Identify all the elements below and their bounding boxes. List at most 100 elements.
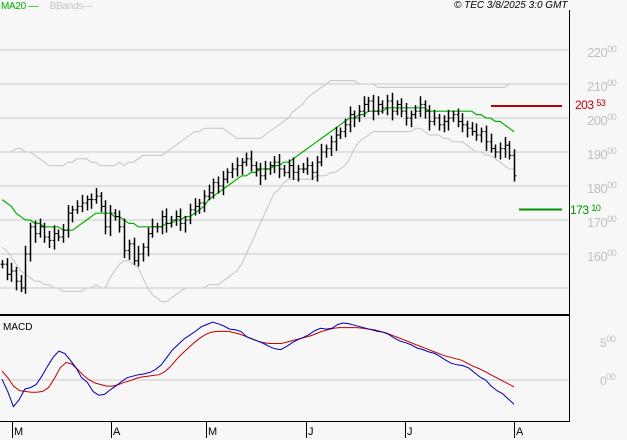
ohlc-bar — [94, 188, 99, 204]
ohlc-bar — [437, 113, 442, 131]
ohlc-bar — [235, 157, 240, 177]
ohlc-bar — [291, 157, 296, 180]
ohlc-bar — [427, 105, 432, 131]
ohlc-bar — [493, 144, 498, 158]
resistance-level-label: 203 53 — [575, 98, 606, 112]
ohlc-bar — [75, 200, 80, 214]
ohlc-bar — [193, 198, 198, 216]
price-axis-label: 18000 — [587, 180, 617, 196]
ohlc-bar — [169, 215, 174, 228]
ohlc-bar — [240, 158, 245, 175]
ohlc-bar — [352, 110, 357, 128]
ohlc-bar — [357, 105, 362, 123]
price-axis-label: 20000 — [587, 112, 617, 128]
ohlc-bar — [197, 198, 202, 214]
ohlc-bar — [254, 161, 259, 177]
ohlc-bar — [244, 152, 249, 167]
ohlc-bar — [103, 200, 108, 235]
ohlc-bar — [33, 220, 38, 243]
ohlc-bar — [409, 110, 414, 128]
ohlc-bar — [507, 141, 512, 160]
macd-line — [1, 321, 515, 408]
ohlc-bar — [61, 224, 66, 243]
ohlc-bar — [442, 115, 447, 133]
x-axis-month-label: A — [113, 426, 121, 438]
ohlc-bar — [80, 194, 85, 213]
ohlc-bar — [183, 215, 188, 233]
ohlc-bar — [5, 258, 10, 281]
ohlc-bar — [9, 262, 14, 282]
ohlc-bar — [70, 205, 75, 223]
ohlc-bar — [460, 113, 465, 133]
ohlc-bar — [230, 162, 235, 179]
ohlc-bar — [474, 123, 479, 141]
ohlc-bar — [38, 218, 43, 238]
x-axis-month-label: M — [208, 426, 218, 438]
ohlc-bar — [334, 126, 339, 151]
ohlc-bar — [366, 96, 371, 112]
bbands-lower-line — [1, 127, 514, 303]
ohlc-bar — [23, 245, 28, 294]
ohlc-bar — [113, 209, 118, 221]
ohlc-bar — [380, 100, 385, 114]
ohlc-bar — [0, 260, 5, 269]
ohlc-bar — [470, 122, 475, 136]
price-axis-label: 22000 — [587, 44, 617, 60]
ohlc-bar — [225, 168, 230, 184]
ohlc-bar — [324, 144, 329, 158]
ohlc-bar — [296, 164, 301, 182]
ma20-line — [1, 107, 515, 231]
ohlc-bar — [277, 154, 282, 179]
ohlc-bar — [371, 94, 376, 121]
ohlc-bar — [489, 133, 494, 153]
ohlc-bar — [432, 109, 437, 126]
ohlc-bar — [19, 275, 24, 293]
ohlc-bar — [207, 184, 212, 201]
ohlc-bar — [174, 210, 179, 226]
ohlc-bar — [258, 162, 263, 185]
ohlc-bar — [52, 225, 57, 250]
price-axis-label: 21000 — [587, 78, 617, 94]
ohlc-bar — [451, 110, 456, 123]
ohlc-bar — [85, 195, 90, 211]
ohlc-bar — [418, 96, 423, 117]
ohlc-bar — [395, 100, 400, 116]
x-axis-month-label: J — [308, 426, 314, 438]
ohlc-bar — [446, 109, 451, 131]
ohlc-bar — [117, 210, 122, 233]
ohlc-bar — [413, 105, 418, 119]
ohlc-bar — [390, 92, 395, 121]
ohlc-bar — [188, 203, 193, 225]
copyright-timestamp: © TEC 3/8/2025 3:0 GMT — [454, 0, 568, 11]
ohlc-bar — [136, 245, 141, 267]
ohlc-bar — [141, 243, 146, 262]
ohlc-bar — [66, 205, 71, 238]
x-axis-ticks — [12, 422, 515, 438]
ohlc-bar — [146, 227, 151, 257]
ohlc-bar — [399, 98, 404, 117]
ohlc-bar — [202, 190, 207, 213]
ohlc-bar — [498, 142, 503, 160]
ohlc-bar — [263, 160, 268, 180]
ohlc-bar — [423, 100, 428, 119]
ohlc-bar — [42, 222, 47, 243]
price-gridlines — [0, 49, 569, 289]
ohlc-bar — [178, 208, 183, 231]
ohlc-bar — [329, 135, 334, 157]
ohlc-bar — [89, 193, 94, 209]
ohlc-bar — [99, 192, 104, 213]
ohlc-bar — [108, 205, 113, 236]
price-axis-label: 16000 — [587, 248, 617, 264]
x-axis-month-label: J — [407, 426, 413, 438]
x-axis-month-label: A — [516, 426, 524, 438]
ohlc-bar — [47, 230, 52, 248]
ohlc-bar — [122, 218, 127, 259]
ohlc-bar — [160, 210, 165, 235]
macd-axis-label: 000 — [600, 372, 616, 388]
ohlc-bar — [385, 94, 390, 116]
ohlc-bar — [164, 208, 169, 233]
legend-bbands: BBands— — [49, 1, 93, 12]
ohlc-bar — [150, 218, 155, 238]
ohlc-bar — [376, 96, 381, 116]
